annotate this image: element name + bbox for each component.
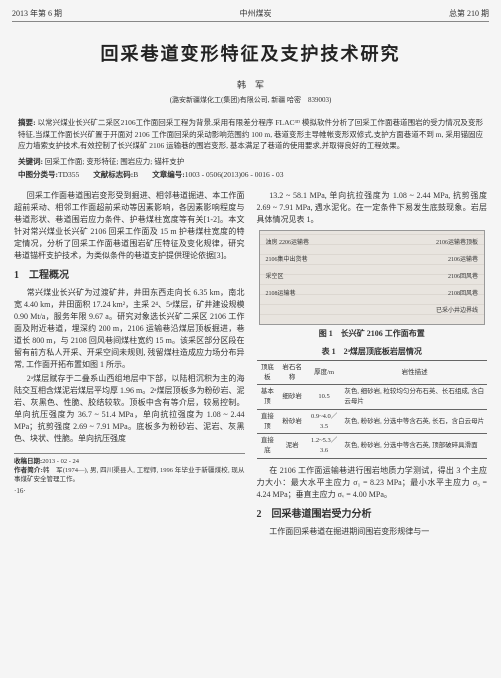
two-column-body: 回采工作面巷道围岩变形受到掘进、相邻巷道掘进、本工作面超前采动、相邻工作面超前采… — [14, 190, 487, 540]
article-no: 1003 - 0506(2013)06 - 0016 - 03 — [185, 170, 284, 179]
footnote-block: 收稿日期:2013 - 02 - 24 作者简介:韩 军(1974—), 男, … — [14, 453, 245, 484]
sec1-p1: 常兴煤业长兴矿为过渡矿井，井田东西走向长 6.35 km，南北宽 4.40 km… — [14, 287, 245, 371]
abstract-label: 摘要: — [18, 118, 36, 127]
class-code-lbl: 中图分类号: — [18, 170, 58, 179]
doc-code-lbl: 文献标志码: — [93, 170, 133, 179]
fig-lbl: 采空区 — [266, 273, 284, 282]
hdr-center: 中州煤炭 — [240, 8, 272, 19]
table-row: 直接底 泥岩 1.2~5.3／3.6 灰色, 粉砂岩, 分选中等含石英, 顶部破… — [257, 434, 488, 459]
affiliation: (潞安新疆煤化工(集团)有限公司, 新疆 哈密 839003) — [12, 95, 489, 105]
kw-text: 回采工作面; 变形特征; 围岩应力; 锚杆支护 — [45, 157, 184, 166]
table-1-caption: 表 1 2ᵃ煤层顶底板岩层情况 — [257, 346, 488, 358]
th: 岩石名称 — [278, 360, 306, 385]
left-column: 回采工作面巷道围岩变形受到掘进、相邻巷道掘进、本工作面超前采动、相邻工作面超前采… — [14, 190, 245, 540]
table-row: 顶底板 岩石名称 厚度/m 岩性描述 — [257, 360, 488, 385]
section-1-heading: 1 工程概况 — [14, 268, 245, 283]
td: 0.9~4.0／3.5 — [306, 409, 343, 434]
paper-title: 回采巷道变形特征及支护技术研究 — [12, 40, 489, 66]
article-no-lbl: 文章编号: — [152, 170, 185, 179]
right-column: 13.2 ~ 58.1 MPa, 单向抗拉强度为 1.08 ~ 2.44 MPa… — [257, 190, 488, 540]
td: 泥岩 — [278, 434, 306, 459]
td: 1.2~5.3／3.6 — [306, 434, 343, 459]
th: 顶底板 — [257, 360, 279, 385]
doc-code: B — [133, 170, 138, 179]
td: 10.5 — [306, 385, 343, 410]
keywords-line: 关键词: 回采工作面; 变形特征; 围岩应力; 锚杆支护 — [18, 156, 483, 167]
td: 基本顶 — [257, 385, 279, 410]
table-1: 顶底板 岩石名称 厚度/m 岩性描述 基本顶 细砂岩 10.5 灰色, 细砂岩,… — [257, 360, 488, 459]
td: 灰色, 粉砂岩, 分选中等含石英, 长石，含白云母片 — [342, 409, 487, 434]
kw-label: 关键词: — [18, 157, 43, 166]
td: 细砂岩 — [278, 385, 306, 410]
sec1-p2: 2ᵃ煤层赋存于二叠系山西组地层中下部，以陆相沉积为主的海陆交互相含煤泥岩煤层平均… — [14, 373, 245, 445]
td: 直接顶 — [257, 409, 279, 434]
fig-lbl: 2108运输巷 — [266, 290, 296, 299]
footnote-date-lbl: 收稿日期: — [14, 458, 42, 465]
classification-line: 中图分类号:TD355 文献标志码:B 文章编号:1003 - 0506(201… — [18, 169, 483, 180]
footnote-date: 2013 - 02 - 24 — [42, 458, 79, 465]
sec2-p: 工作面回采巷道在掘进期间围岩变形规律与一 — [257, 526, 488, 538]
right-top-p: 13.2 ~ 58.1 MPa, 单向抗拉强度为 1.08 ~ 2.44 MPa… — [257, 190, 488, 226]
td: 灰色, 细砂岩, 粒较均匀分布石英、长石组成, 含白云母片 — [342, 385, 487, 410]
th: 岩性描述 — [342, 360, 487, 385]
page-number: ·16· — [14, 486, 245, 497]
intro-p1: 回采工作面巷道围岩变形受到掘进、相邻巷道掘进、本工作面超前采动、相邻工作面超前采… — [14, 190, 245, 262]
fig-lbl: 2108回风巷 — [448, 290, 478, 299]
footnote-bio-lbl: 作者简介: — [14, 467, 43, 474]
page-header: 2013 年第 6 期 中州煤炭 总第 210 期 — [12, 8, 489, 22]
abstract-block: 摘要: 以常兴煤业长兴矿二采区2106工作面回采工程为背景,采用有限差分程序 F… — [18, 117, 483, 152]
hdr-right: 总第 210 期 — [449, 8, 489, 19]
section-2-heading: 2 回采巷道围岩受力分析 — [257, 507, 488, 522]
fig-lbl: 2106运输巷 — [448, 256, 478, 265]
fig-lbl: 2106集中出货巷 — [266, 256, 308, 265]
td: 粉砂岩 — [278, 409, 306, 434]
fig-lbl: 油房 2206运输巷 — [266, 239, 310, 248]
table-row: 基本顶 细砂岩 10.5 灰色, 细砂岩, 粒较均匀分布石英、长石组成, 含白云… — [257, 385, 488, 410]
author-line: 韩 军 — [12, 78, 489, 91]
fig-lbl: 2106运输巷顶板 — [436, 239, 478, 248]
abstract-text: 以常兴煤业长兴矿二采区2106工作面回采工程为背景,采用有限差分程序 FLAC³… — [18, 118, 483, 150]
fig-lbl: 2106回风巷 — [448, 273, 478, 282]
td: 灰色, 粉砂岩, 分选中等含石英, 顶部破碎具滑面 — [342, 434, 487, 459]
td: 直接底 — [257, 434, 279, 459]
footnote-bio: 韩 军(1974—), 男, 四川渠县人, 工程师, 1996 年毕业于新疆煤校… — [14, 467, 245, 483]
class-code: TD355 — [58, 170, 79, 179]
after-table-p: 在 2106 工作面运输巷进行围岩地质力学测试，得出 3 个主应力大小：最大水平… — [257, 465, 488, 501]
figure-1-caption: 图 1 长兴矿 2106 工作面布置 — [257, 328, 488, 340]
table-row: 直接顶 粉砂岩 0.9~4.0／3.5 灰色, 粉砂岩, 分选中等含石英, 长石… — [257, 409, 488, 434]
hdr-left: 2013 年第 6 期 — [12, 8, 62, 19]
fig-lbl: 已采小井边界线 — [436, 307, 478, 316]
th: 厚度/m — [306, 360, 343, 385]
figure-1: 油房 2206运输巷 2106运输巷顶板 2106集中出货巷 2106运输巷 采空区… — [259, 230, 486, 325]
